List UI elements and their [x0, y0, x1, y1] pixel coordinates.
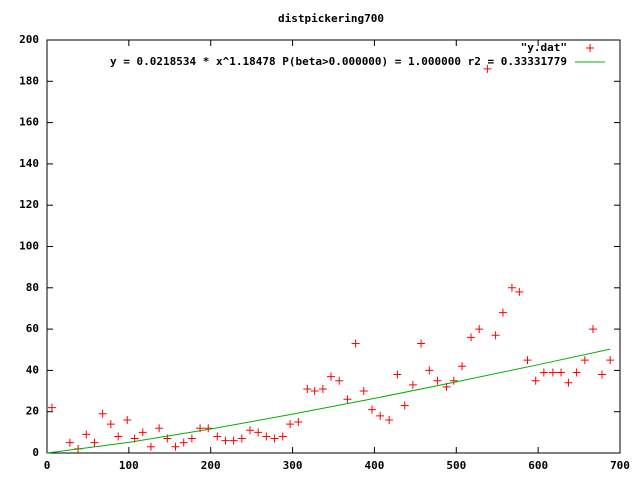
point [138, 428, 147, 437]
y-tick-label: 160 [19, 116, 39, 129]
point [262, 432, 271, 441]
x-tick-label: 0 [44, 459, 51, 472]
point [123, 415, 132, 424]
x-tick-label: 700 [610, 459, 630, 472]
point [606, 356, 615, 365]
point [237, 434, 246, 443]
point [65, 438, 74, 447]
point [155, 424, 164, 433]
point [385, 415, 394, 424]
point [335, 376, 344, 385]
point [318, 384, 327, 393]
point [498, 308, 507, 317]
point [572, 368, 581, 377]
x-tick-label: 300 [283, 459, 303, 472]
point [82, 430, 91, 439]
point [254, 428, 263, 437]
point [433, 376, 442, 385]
point [458, 362, 467, 371]
legend-marker [586, 44, 594, 52]
point [343, 395, 352, 404]
point [417, 339, 426, 348]
y-tick-label: 20 [26, 405, 39, 418]
point [229, 436, 238, 445]
point [449, 376, 458, 385]
point [393, 370, 402, 379]
point [90, 438, 99, 447]
point [597, 370, 606, 379]
y-tick-label: 80 [26, 281, 39, 294]
point [564, 378, 573, 387]
point [47, 403, 56, 412]
point [310, 387, 319, 396]
y-tick-label: 100 [19, 240, 39, 253]
fit-line [46, 348, 611, 454]
point [327, 372, 336, 381]
point [588, 325, 597, 334]
point [270, 434, 279, 443]
x-tick-label: 100 [119, 459, 139, 472]
point [303, 384, 312, 393]
x-tick-label: 400 [364, 459, 384, 472]
y-tick-label: 0 [32, 446, 39, 459]
point [278, 432, 287, 441]
point [367, 405, 376, 414]
y-tick-label: 60 [26, 322, 39, 335]
point [580, 356, 589, 365]
plot-border [46, 39, 621, 454]
y-tick-label: 40 [26, 363, 39, 376]
legend-label: "y.dat" [521, 41, 567, 54]
point [376, 411, 385, 420]
x-tick-label: 600 [528, 459, 548, 472]
point [359, 387, 368, 396]
point [106, 420, 115, 429]
point [491, 331, 500, 340]
point [179, 438, 188, 447]
point [539, 368, 548, 377]
point [171, 442, 180, 451]
point [294, 418, 303, 427]
point [246, 426, 255, 435]
point [400, 401, 409, 410]
x-tick-label: 500 [446, 459, 466, 472]
y-tick-label: 200 [19, 33, 39, 46]
chart-title: distpickering700 [278, 12, 384, 25]
y-tick-label: 140 [19, 157, 39, 170]
point [351, 339, 360, 348]
point [286, 420, 295, 429]
point [467, 333, 476, 342]
point [557, 368, 566, 377]
point [114, 432, 123, 441]
point [98, 409, 107, 418]
point [213, 432, 222, 441]
legend-label: y = 0.0218534 * x^1.18478 P(beta>0.00000… [110, 55, 567, 68]
x-tick-label: 200 [201, 459, 221, 472]
point [515, 287, 524, 296]
point [523, 356, 532, 365]
y-tick-label: 120 [19, 198, 39, 211]
y-tick-label: 180 [19, 74, 39, 87]
point [548, 368, 557, 377]
point [187, 434, 196, 443]
point [408, 380, 417, 389]
point [483, 64, 492, 73]
point [146, 442, 155, 451]
point [507, 283, 516, 292]
point [425, 366, 434, 375]
point [531, 376, 540, 385]
point [204, 424, 213, 433]
point [475, 325, 484, 334]
point [221, 436, 230, 445]
